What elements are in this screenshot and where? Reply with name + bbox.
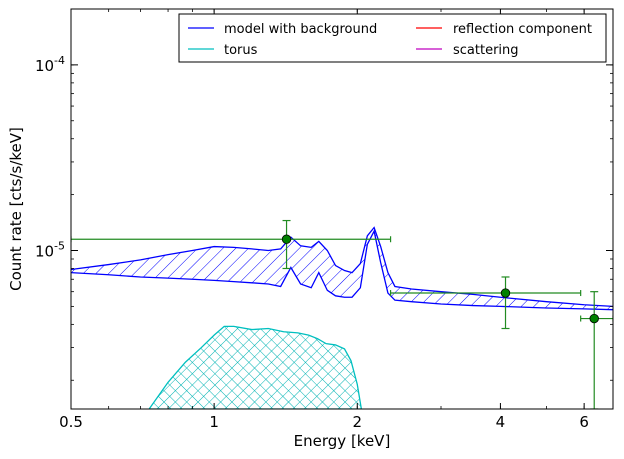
legend-label-scattering: scattering bbox=[453, 43, 519, 58]
legend-entry-scattering: scattering bbox=[416, 43, 519, 58]
y-tick-label: 10-5 bbox=[35, 240, 65, 261]
series-model-with-background-upper-line bbox=[71, 226, 613, 308]
y-tick-label: 10-4 bbox=[35, 54, 65, 75]
data-point-marker bbox=[500, 288, 511, 298]
x-tick-label: 2 bbox=[352, 413, 362, 431]
plot-frame bbox=[70, 8, 614, 410]
data-point-3 bbox=[580, 291, 613, 409]
data-point-1 bbox=[71, 219, 392, 270]
x-tick-label: 4 bbox=[496, 413, 506, 431]
x-tick-label: 6 bbox=[579, 413, 589, 431]
x-tick-label: 1 bbox=[209, 413, 219, 431]
data-point-marker bbox=[589, 313, 599, 324]
data-point-marker bbox=[281, 234, 292, 244]
legend-label-torus: torus bbox=[224, 43, 258, 58]
legend-frame bbox=[178, 13, 607, 63]
series-model-with-background-lower-line bbox=[71, 229, 613, 311]
series-torus-upper-line bbox=[148, 325, 363, 409]
plot-area bbox=[71, 219, 613, 409]
x-tick-label: 0.5 bbox=[59, 413, 83, 431]
legend-entry-torus: torus bbox=[188, 43, 258, 58]
x-axis-label: Energy [keV] bbox=[294, 432, 391, 450]
legend-entry-reflection: reflection component bbox=[416, 22, 592, 37]
data-point-2 bbox=[389, 276, 582, 330]
axes: 0.5 1 2 4 6 10-5 10-4 bbox=[35, 8, 614, 431]
legend-label-reflection: reflection component bbox=[453, 22, 592, 37]
legend-label-model: model with background bbox=[224, 22, 377, 37]
legend: model with background reflection compone… bbox=[178, 13, 607, 63]
y-axis-label: Count rate [cts/s/keV] bbox=[7, 127, 25, 291]
legend-entry-model: model with background bbox=[188, 22, 377, 37]
